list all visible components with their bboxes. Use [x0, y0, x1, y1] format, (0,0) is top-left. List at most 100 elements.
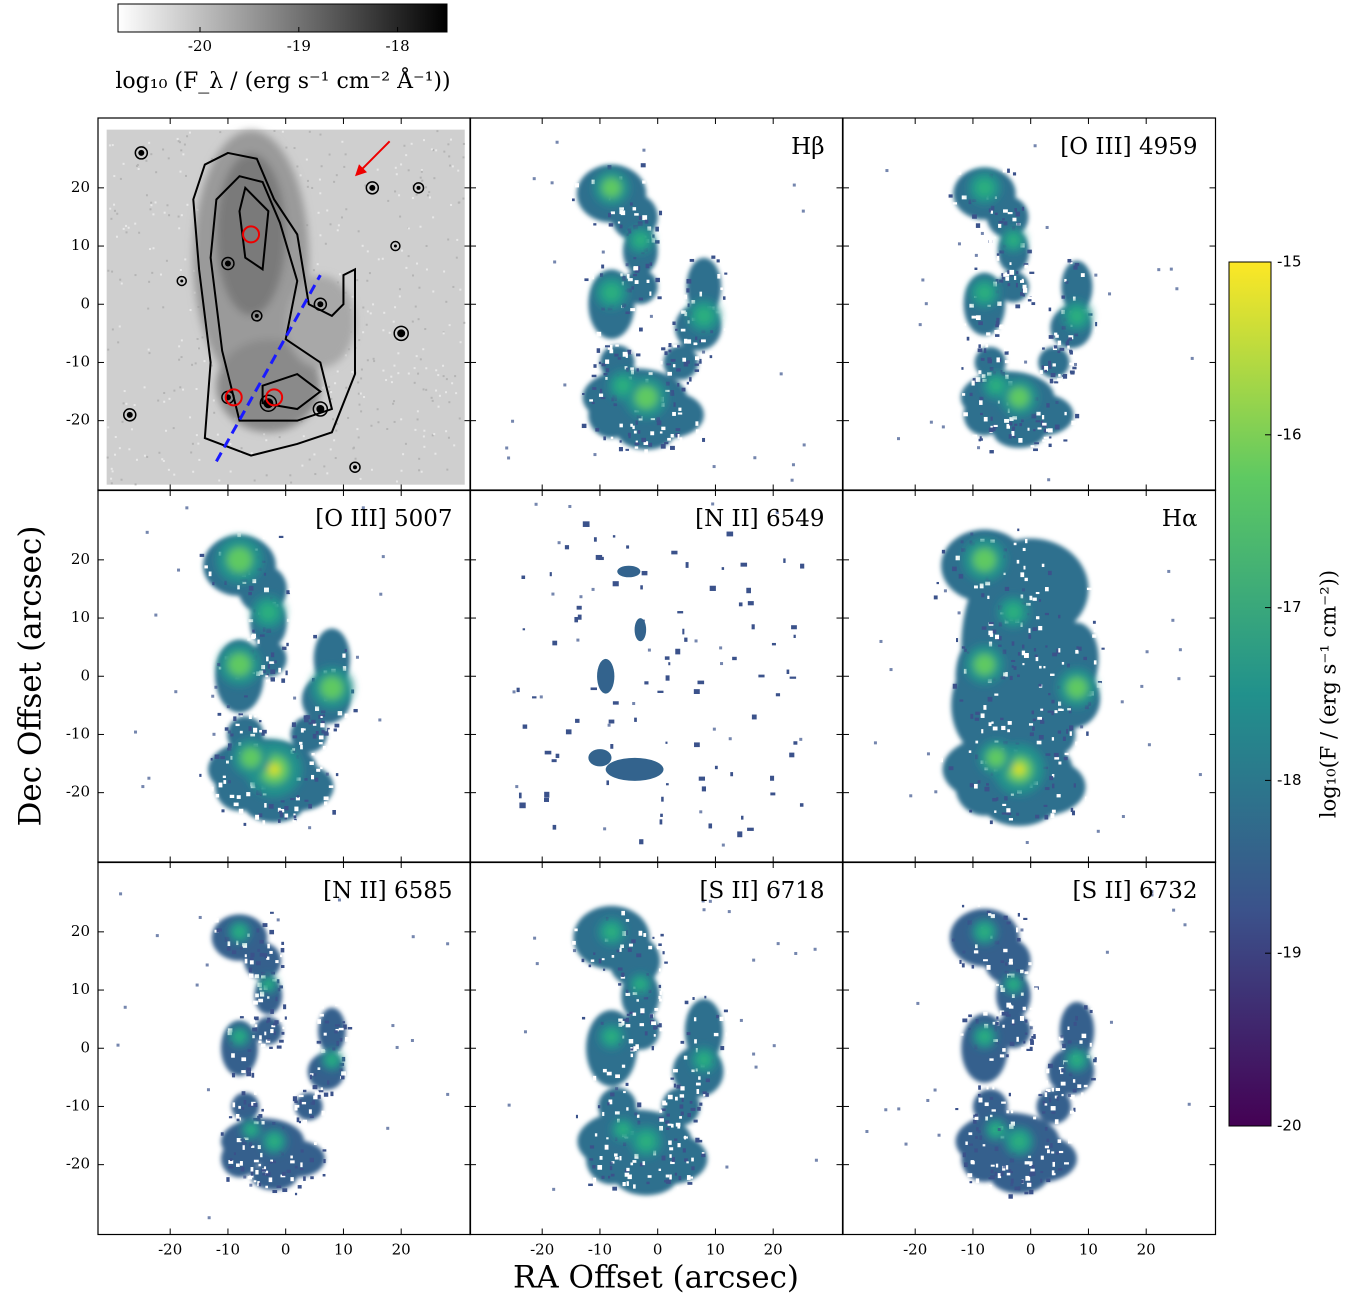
noise	[407, 169, 410, 172]
speck	[1056, 794, 1061, 798]
speck	[974, 717, 980, 721]
speck	[280, 947, 285, 953]
speck	[961, 195, 967, 200]
speck	[619, 224, 623, 229]
speck	[236, 1118, 240, 1122]
speck	[272, 1190, 278, 1194]
noise	[122, 402, 125, 405]
speck	[1024, 577, 1028, 582]
speck	[625, 992, 631, 996]
speck	[1183, 923, 1187, 927]
speck	[1006, 1054, 1009, 1058]
speck	[1033, 648, 1037, 652]
speck	[1000, 960, 1005, 963]
speck	[256, 1118, 261, 1122]
speck	[1009, 675, 1013, 681]
speck	[974, 1148, 978, 1153]
speck	[1012, 416, 1018, 420]
speck	[654, 240, 660, 244]
speck	[323, 1092, 329, 1097]
noise	[334, 382, 337, 385]
speck	[1020, 291, 1024, 296]
speck	[621, 1064, 626, 1068]
speck	[1044, 365, 1049, 371]
noise	[397, 352, 400, 355]
star-contour	[312, 401, 329, 417]
speck	[311, 719, 316, 724]
speck	[243, 822, 247, 826]
speck	[640, 1008, 645, 1014]
speck	[304, 778, 308, 781]
speck	[631, 939, 636, 944]
speck	[983, 416, 988, 422]
noise	[387, 199, 390, 202]
speck	[1049, 776, 1054, 781]
y-tick-label: 0	[80, 1038, 90, 1056]
speck	[1044, 1127, 1048, 1131]
noise	[431, 434, 434, 437]
noise	[335, 429, 338, 432]
noise	[147, 348, 150, 351]
speck	[1006, 921, 1011, 925]
speck	[995, 1022, 999, 1026]
speck	[695, 356, 699, 361]
noise	[189, 309, 192, 312]
speck	[1046, 1068, 1050, 1074]
speck	[1008, 818, 1014, 821]
speck	[691, 1157, 694, 1162]
speck	[962, 1152, 966, 1158]
noise	[195, 387, 198, 390]
x-tick-label: 10	[1079, 1241, 1098, 1259]
speck	[1001, 1011, 1007, 1016]
speck	[266, 656, 269, 662]
speck	[582, 393, 585, 396]
speck	[1015, 282, 1018, 288]
speck	[271, 1025, 276, 1028]
speck	[1050, 1106, 1056, 1111]
noise	[186, 203, 189, 206]
speck	[684, 1158, 688, 1162]
speck	[611, 397, 615, 402]
speck	[1190, 356, 1194, 360]
speck	[1030, 1171, 1036, 1176]
speck	[681, 1098, 684, 1102]
speck	[1108, 292, 1112, 296]
speck	[1007, 729, 1011, 733]
speck	[937, 1133, 941, 1137]
speck	[259, 991, 265, 997]
speck	[209, 786, 214, 792]
noise	[402, 453, 405, 456]
noise	[281, 130, 284, 133]
speck	[1057, 1168, 1063, 1171]
speck	[646, 1181, 650, 1185]
speck	[341, 1056, 346, 1062]
speck	[285, 670, 288, 676]
speck	[263, 572, 267, 576]
speck	[751, 624, 755, 630]
speck	[969, 392, 973, 397]
speck	[507, 456, 511, 460]
speck	[988, 208, 991, 213]
panel-label: [O III] 4959	[1060, 134, 1197, 160]
speck	[675, 648, 681, 655]
core	[634, 978, 647, 990]
speck	[270, 911, 274, 914]
speck	[609, 234, 613, 237]
speck	[300, 1149, 304, 1153]
noise	[313, 453, 316, 456]
speck	[266, 956, 270, 960]
speck	[1050, 673, 1055, 676]
speck	[313, 634, 317, 639]
speck	[694, 1182, 697, 1187]
noise	[398, 288, 401, 291]
emission-cores	[215, 536, 354, 798]
speck	[535, 962, 539, 966]
speck	[1072, 1088, 1077, 1093]
speck	[206, 1088, 210, 1092]
speck	[658, 1168, 662, 1171]
noise	[203, 360, 206, 363]
noise	[193, 291, 196, 294]
speck	[1094, 273, 1098, 277]
speck	[982, 1144, 986, 1147]
speck	[622, 351, 628, 357]
